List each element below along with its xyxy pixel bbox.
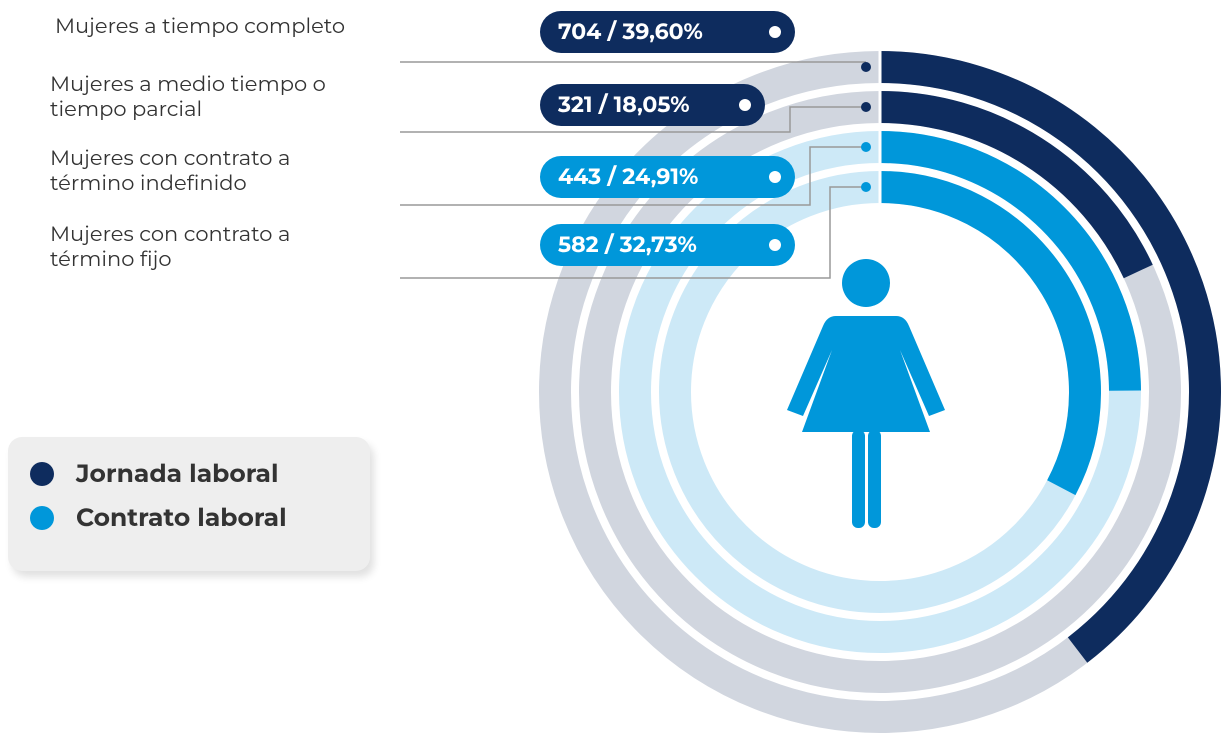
value-label: 582 / 32,73% [558,231,697,258]
pill-dot [769,26,781,38]
ring-bar [879,171,1101,496]
category-label: Mujeres con contrato a término indefinid… [50,146,291,196]
woman-icon [787,259,945,528]
leader-dot [861,182,871,192]
ring-bar [879,91,1153,279]
value-pill [540,84,765,126]
leader-line [400,106,866,133]
legend-item: Jornada laboral [30,459,279,489]
legend-text: Jornada laboral [76,459,279,489]
category-label: Mujeres con contrato a término fijo [50,222,291,272]
ring-bar [879,131,1141,391]
category-label: Mujeres a tiempo completo [55,14,346,39]
value-label: 321 / 18,05% [557,91,690,118]
ring-bar [879,51,1221,663]
leader-line [400,186,866,279]
value-pill [540,156,795,198]
legend-text: Contrato laboral [76,503,287,533]
legend: Jornada laboral Contrato laboral [8,437,370,571]
leader-dot [861,62,871,72]
pill-dot [739,99,751,111]
value-label: 704 / 39,60% [558,18,703,45]
legend-swatch [30,506,54,530]
pill-dot [769,239,781,251]
legend-swatch [30,462,54,486]
leader-line [400,146,866,206]
leader-dot [861,102,871,112]
leader-dot [861,142,871,152]
value-pill [540,224,795,266]
pill-dot [769,171,781,183]
legend-item: Contrato laboral [30,503,287,533]
value-pill [540,11,795,53]
value-label: 443 / 24,91% [558,163,698,190]
category-label: Mujeres a medio tiempo o tiempo parcial [50,72,326,122]
